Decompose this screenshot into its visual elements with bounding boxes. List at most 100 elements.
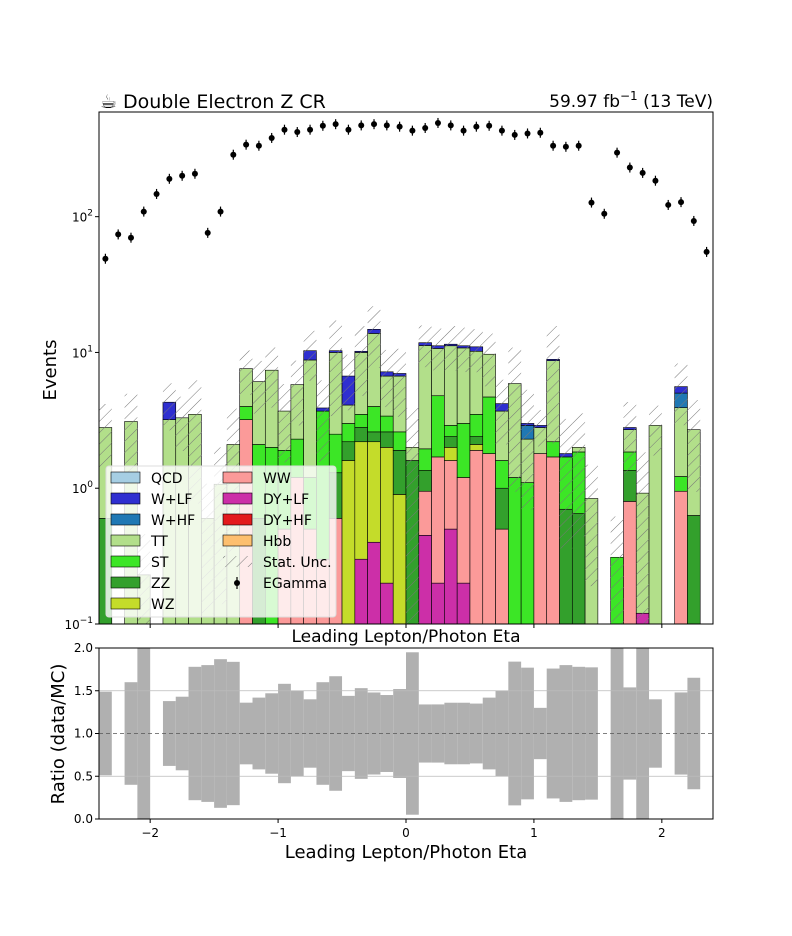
histogram-bar [354,427,368,443]
stat-unc-band [674,363,688,426]
histogram-bar [418,470,432,492]
chart-title: Double Electron Z CR [123,91,326,113]
stat-unc-band [546,325,560,444]
stat-unc-band [623,402,637,474]
stat-unc-band [380,349,394,408]
ratio-unc-band [252,697,266,770]
histogram-bar [482,396,496,454]
stat-unc-band [278,384,291,463]
ratio-unc-band [406,652,419,815]
legend-label: Hbb [263,534,291,550]
histogram-bar [239,406,253,420]
stat-unc-band [687,400,701,492]
ratio-unc-band [175,696,189,771]
stat-unc-band [610,516,624,624]
ratio-y-axis-label: Ratio (data/MC) [48,664,69,805]
y-tick-base: 10 [72,211,87,225]
x-tick-label: −1 [269,826,287,840]
y-tick-label: 101 [72,344,93,360]
histogram-bar [341,423,356,443]
histogram-bar [495,487,509,530]
stat-unc-band [508,347,522,492]
legend-swatch [110,555,141,568]
histogram-bar [546,456,560,624]
y-tick-exponent: 1 [87,344,93,354]
y-tick-base: 10 [64,618,79,632]
histogram-bar [367,406,381,433]
histogram-bar [431,456,445,584]
histogram-bar [469,414,484,437]
histogram-bar [648,425,663,624]
legend-label: EGamma [263,576,327,592]
legend-swatch [110,492,141,505]
y-tick-base: 10 [72,346,87,360]
legend-swatch [222,534,253,547]
histogram-bar [444,436,458,448]
stat-unc-band [239,350,253,395]
histogram-bar [469,436,484,445]
histogram-bar [482,453,496,624]
legend-box [105,465,337,618]
stat-unc-band [559,418,573,549]
stat-unc-band [252,360,266,414]
ratio-unc-band [469,703,483,764]
legend-label: W+HF [151,513,195,529]
stat-unc-band [444,326,458,371]
histogram-bar [623,470,637,502]
legend-label: ST [151,555,169,571]
stat-unc-band [99,404,112,468]
ratio-unc-band [482,697,496,770]
histogram-bar [508,477,522,624]
stat-unc-band [585,464,598,587]
legend-label: Stat. Unc. [263,555,332,571]
stat-unc-band [162,383,176,431]
ratio-y-tick-label: 2.0 [74,641,93,655]
legend-swatch [222,492,253,505]
ratio-unc-band [418,704,432,763]
histogram-bar [674,490,688,624]
ratio-unc-band [559,665,573,802]
legend-label: DY+LF [263,492,309,508]
stat-unc-band [303,330,317,381]
stat-unc-band [393,348,406,417]
y-tick-exponent: −1 [80,616,93,626]
ratio-y-tick-label: 0.5 [74,769,93,783]
histogram-bar [392,431,407,451]
legend-swatch [222,471,253,484]
histogram-bar [469,444,484,451]
stat-unc-band [431,328,445,371]
stat-unc-band [521,389,534,511]
legend-swatch [222,513,253,526]
ratio-unc-band [393,689,406,778]
stat-unc-band [572,413,586,537]
legend-label: ZZ [151,576,170,592]
stat-unc-band [265,347,279,408]
histogram-bar [456,423,471,478]
x-tick-label: 2 [658,826,666,840]
histogram-bar [674,476,688,492]
x-axis-label: Leading Lepton/Photon Eta [291,627,520,647]
stat-unc-band [495,379,509,445]
legend-label: WZ [151,597,174,613]
stat-unc-band [457,327,470,373]
histogram-bar [380,447,394,584]
legend-label: TT [150,534,168,550]
legend-label: QCD [151,471,183,487]
x-tick-label: −2 [141,826,159,840]
y-axis-label: Events [40,340,61,401]
legend-swatch [110,513,141,526]
stat-unc-band [354,326,368,396]
legend-swatch [110,597,141,610]
stat-unc-band [482,333,496,387]
ratio-x-axis-label: Leading Lepton/Photon Eta [285,842,528,863]
histogram-bar [380,431,394,448]
y-tick-exponent: 2 [87,209,93,219]
y-tick-base: 10 [72,482,87,496]
legend-swatch [110,471,141,484]
ratio-unc-band [342,695,355,772]
ratio-unc-band [265,693,279,774]
stat-unc-band [533,409,547,447]
legend-swatch [110,576,141,589]
lumi-exponent: −1 [620,89,638,103]
